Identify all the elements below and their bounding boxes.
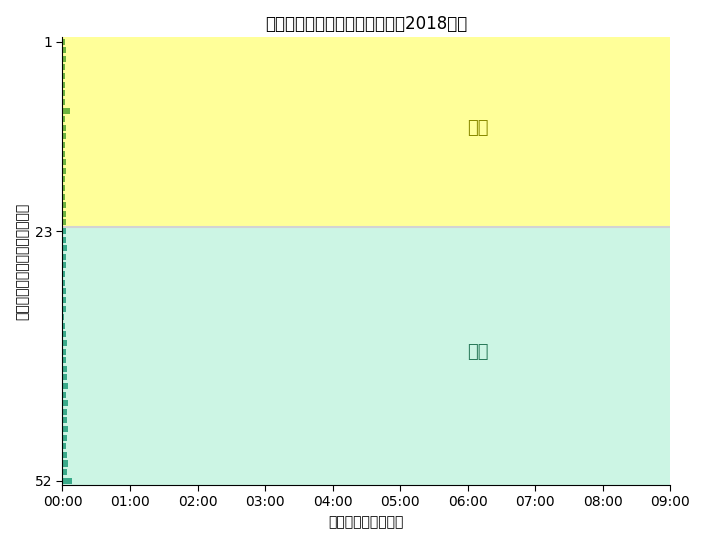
Bar — [63, 47, 66, 53]
Bar — [63, 271, 66, 277]
Bar — [63, 349, 66, 355]
Bar — [63, 392, 66, 398]
Text: 前半: 前半 — [467, 119, 489, 137]
Bar — [63, 228, 66, 234]
Bar — [63, 39, 66, 45]
Bar — [63, 64, 65, 71]
Bar — [63, 211, 66, 217]
Bar — [63, 151, 65, 157]
Bar — [63, 469, 67, 475]
Bar — [63, 314, 64, 320]
Bar — [63, 176, 66, 182]
Bar — [63, 400, 68, 406]
Bar — [63, 288, 66, 294]
Bar — [63, 245, 68, 251]
Bar — [63, 366, 66, 372]
Bar — [63, 262, 66, 269]
Bar — [63, 357, 66, 363]
Bar — [63, 409, 66, 415]
Bar — [63, 452, 67, 458]
Bar — [63, 435, 67, 441]
Text: 後半: 後半 — [467, 343, 489, 361]
Bar — [63, 280, 66, 286]
Bar — [63, 116, 66, 122]
Bar — [63, 374, 67, 380]
Bar — [63, 82, 66, 88]
Bar — [63, 227, 670, 485]
Y-axis label: 登場順（上がトップバッター）: 登場順（上がトップバッター） — [15, 202, 29, 320]
Bar — [63, 306, 66, 312]
Bar — [63, 108, 70, 114]
Bar — [63, 219, 66, 225]
Bar — [63, 254, 66, 260]
Bar — [63, 159, 66, 165]
Bar — [63, 133, 66, 139]
Bar — [63, 73, 66, 79]
Bar — [63, 331, 66, 337]
Bar — [63, 460, 68, 467]
Bar — [63, 340, 67, 346]
Title: 歌唱順とパフォーマンス時間（2018年）: 歌唱順とパフォーマンス時間（2018年） — [265, 15, 467, 33]
Bar — [63, 142, 65, 148]
Bar — [63, 90, 66, 96]
Bar — [63, 125, 66, 131]
Bar — [63, 168, 66, 174]
Bar — [63, 99, 66, 105]
Bar — [63, 478, 73, 484]
Bar — [63, 185, 66, 191]
Bar — [63, 237, 66, 243]
X-axis label: パフォーマンス時間: パフォーマンス時間 — [329, 515, 404, 529]
Bar — [63, 202, 66, 208]
Bar — [63, 56, 66, 62]
Bar — [63, 194, 66, 200]
Bar — [63, 297, 66, 303]
Bar — [63, 38, 670, 227]
Bar — [63, 443, 66, 449]
Bar — [63, 383, 68, 389]
Bar — [63, 417, 67, 423]
Bar — [63, 426, 68, 432]
Bar — [63, 323, 66, 329]
